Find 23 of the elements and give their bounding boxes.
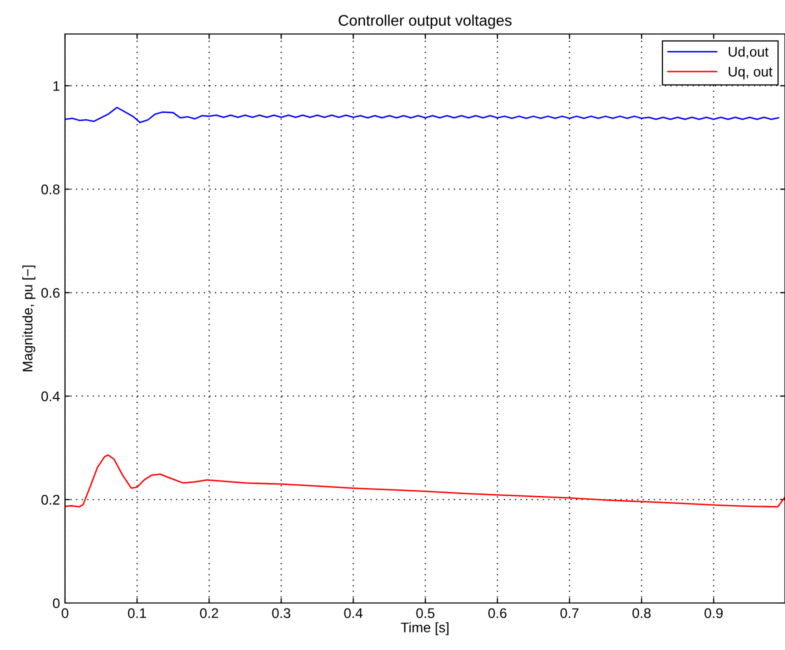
legend-label: Ud,out: [728, 46, 769, 58]
line-series: [65, 106, 780, 124]
x-tick-label: 0.7: [560, 608, 578, 618]
x-tick-label: 0.3: [272, 608, 290, 618]
x-tick-label: 0: [62, 608, 68, 618]
legend-label: Uq, out: [728, 66, 772, 80]
y-tick-label: 0.4: [41, 391, 60, 402]
y-axis-title: Magnitude, pu [−]: [22, 266, 36, 372]
y-tick-label: 1: [53, 81, 60, 91]
x-tick-label: 0.2: [200, 608, 218, 618]
chart-title: Controller output voltages: [338, 14, 512, 29]
line-series: [65, 454, 785, 508]
y-tick-label: 0.8: [41, 184, 60, 194]
x-axis-title: Time [s]: [400, 622, 448, 636]
x-tick-label: 0.4: [344, 608, 363, 618]
y-tick-label: 0: [52, 598, 60, 608]
y-tick-label: 0.2: [41, 494, 60, 505]
x-tick-label: 0.9: [704, 608, 723, 618]
x-tick-label: 0.1: [128, 608, 146, 618]
x-tick-label: 0.5: [416, 608, 434, 618]
x-tick-label: 0.6: [488, 608, 506, 618]
x-tick-label: 0.8: [632, 608, 651, 618]
y-tick-label: 0.6: [41, 288, 60, 298]
